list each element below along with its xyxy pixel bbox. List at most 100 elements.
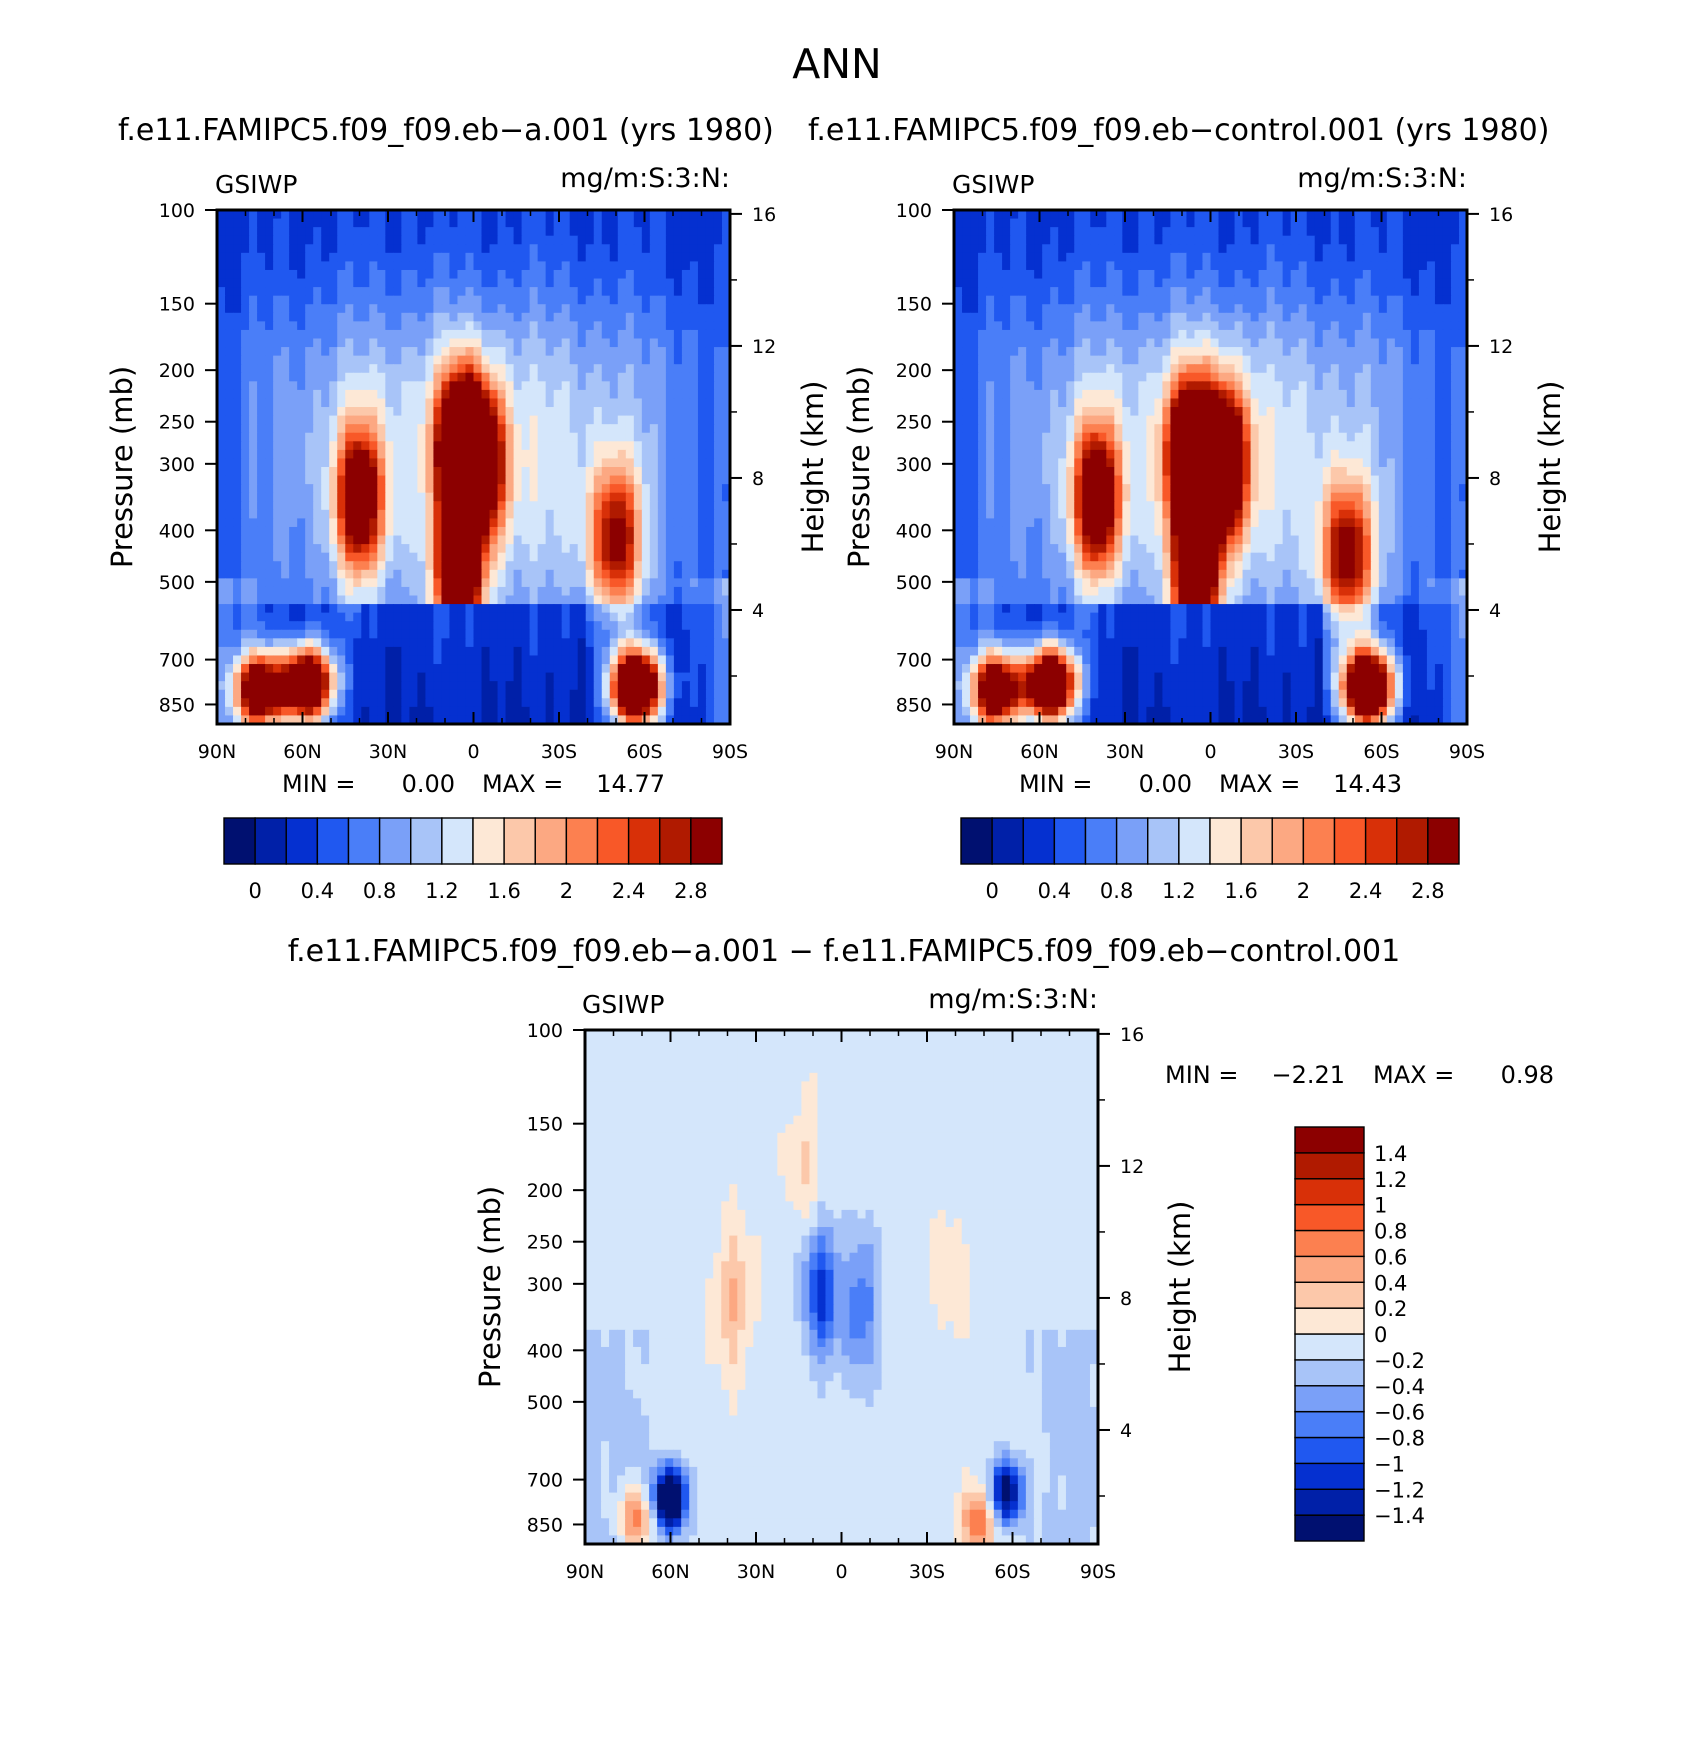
field-cell [233,689,242,699]
field-cell [305,227,314,237]
field-cell [1298,227,1308,237]
field-cell [553,329,563,340]
field-cell [593,449,603,460]
field-cell [1282,321,1292,331]
field-cell [449,269,459,280]
field-cell [321,295,330,305]
field-cell [225,689,234,699]
field-cell [1066,304,1075,314]
field-cell [513,681,523,691]
field-cell [305,278,314,288]
field-cell [457,638,467,648]
field-cell [1250,287,1260,297]
field-cell [265,329,274,340]
field-cell [217,646,226,657]
field-cell [273,252,282,262]
field-cell [545,235,555,245]
field-cell [1114,287,1123,297]
field-cell [481,484,491,494]
field-cell [721,321,731,331]
field-cell [273,492,282,502]
field-cell [617,509,627,519]
field-cell [489,646,499,657]
field-cell [369,389,378,400]
field-cell [673,535,683,545]
field-cell [521,304,531,314]
field-cell [297,218,306,228]
field-cell [689,655,699,665]
field-cell [1082,304,1091,314]
field-cell [1050,218,1059,228]
field-cell [481,561,491,571]
field-cell [601,638,611,648]
field-cell [569,252,579,262]
field-cell [978,304,987,314]
field-cell [601,398,611,408]
field-cell [649,629,659,639]
field-cell [641,698,651,708]
field-cell [257,432,266,442]
field-cell [281,689,290,699]
field-cell [465,595,475,605]
field-cell [273,535,282,545]
field-cell [449,484,459,494]
field-cell [305,424,314,434]
field-cell [609,552,619,562]
field-cell [217,535,226,545]
field-cell [369,432,378,442]
field-cell [393,304,402,314]
field-cell [337,586,346,597]
field-cell [1226,244,1236,254]
field-cell [1458,295,1468,305]
field-cell [505,492,515,502]
field-cell [545,364,555,374]
field-cell [569,604,579,614]
field-cell [641,432,651,442]
field-cell [369,655,378,665]
field-cell [225,372,234,382]
field-cell [1314,235,1324,245]
field-cell [721,526,731,537]
field-cell [337,355,346,365]
field-cell [593,458,603,468]
field-cell [281,501,290,511]
field-cell [273,458,282,468]
field-cell [425,518,435,528]
field-cell [257,312,266,322]
field-cell [473,458,483,468]
field-cell [681,681,691,691]
field-cell [465,475,475,485]
field-cell [361,646,370,657]
field-cell [409,569,418,579]
field-cell [425,338,435,348]
field-cell [489,295,499,305]
field-cell [673,389,683,400]
field-cell [489,415,499,425]
y-tick-label: 400 [159,520,195,542]
field-cell [385,595,394,605]
field-cell [233,312,242,322]
field-cell [321,269,330,280]
field-cell [625,441,635,451]
field-cell [433,467,443,477]
field-cell [369,629,378,639]
field-cell [345,210,354,220]
field-cell [281,261,290,271]
field-cell [305,501,314,511]
field-cell [705,706,715,717]
field-cell [641,355,651,365]
field-cell [385,321,394,331]
field-cell [425,449,435,460]
field-cell [329,689,338,699]
field-cell [505,381,515,391]
field-cell [633,689,643,699]
field-cell [305,621,314,631]
field-cell [457,715,467,725]
field-cell [505,569,515,579]
field-cell [561,218,571,228]
field-cell [409,672,418,682]
field-cell [465,698,475,708]
field-cell [1066,244,1075,254]
field-cell [1434,252,1444,262]
field-cell [481,509,491,519]
